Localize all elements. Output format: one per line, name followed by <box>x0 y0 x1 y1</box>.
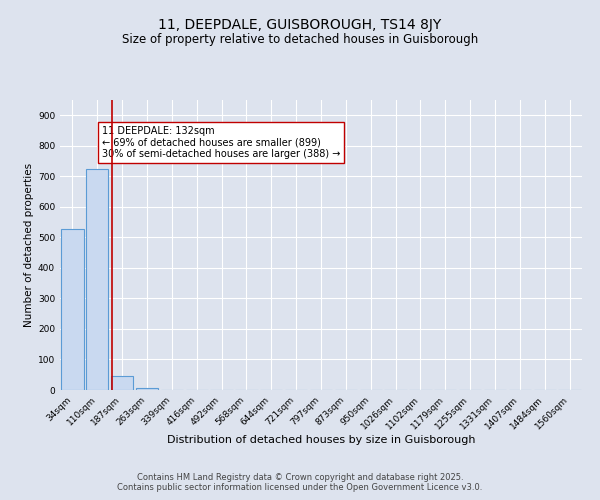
X-axis label: Distribution of detached houses by size in Guisborough: Distribution of detached houses by size … <box>167 435 475 445</box>
Text: 11, DEEPDALE, GUISBOROUGH, TS14 8JY: 11, DEEPDALE, GUISBOROUGH, TS14 8JY <box>158 18 442 32</box>
Bar <box>111 376 133 390</box>
Text: Size of property relative to detached houses in Guisborough: Size of property relative to detached ho… <box>122 32 478 46</box>
Bar <box>61 229 83 390</box>
Text: Contains HM Land Registry data © Crown copyright and database right 2025.
Contai: Contains HM Land Registry data © Crown c… <box>118 473 482 492</box>
Bar <box>86 168 109 390</box>
Text: 11 DEEPDALE: 132sqm
← 69% of detached houses are smaller (899)
30% of semi-detac: 11 DEEPDALE: 132sqm ← 69% of detached ho… <box>102 126 340 160</box>
Bar <box>136 388 158 390</box>
Y-axis label: Number of detached properties: Number of detached properties <box>24 163 34 327</box>
